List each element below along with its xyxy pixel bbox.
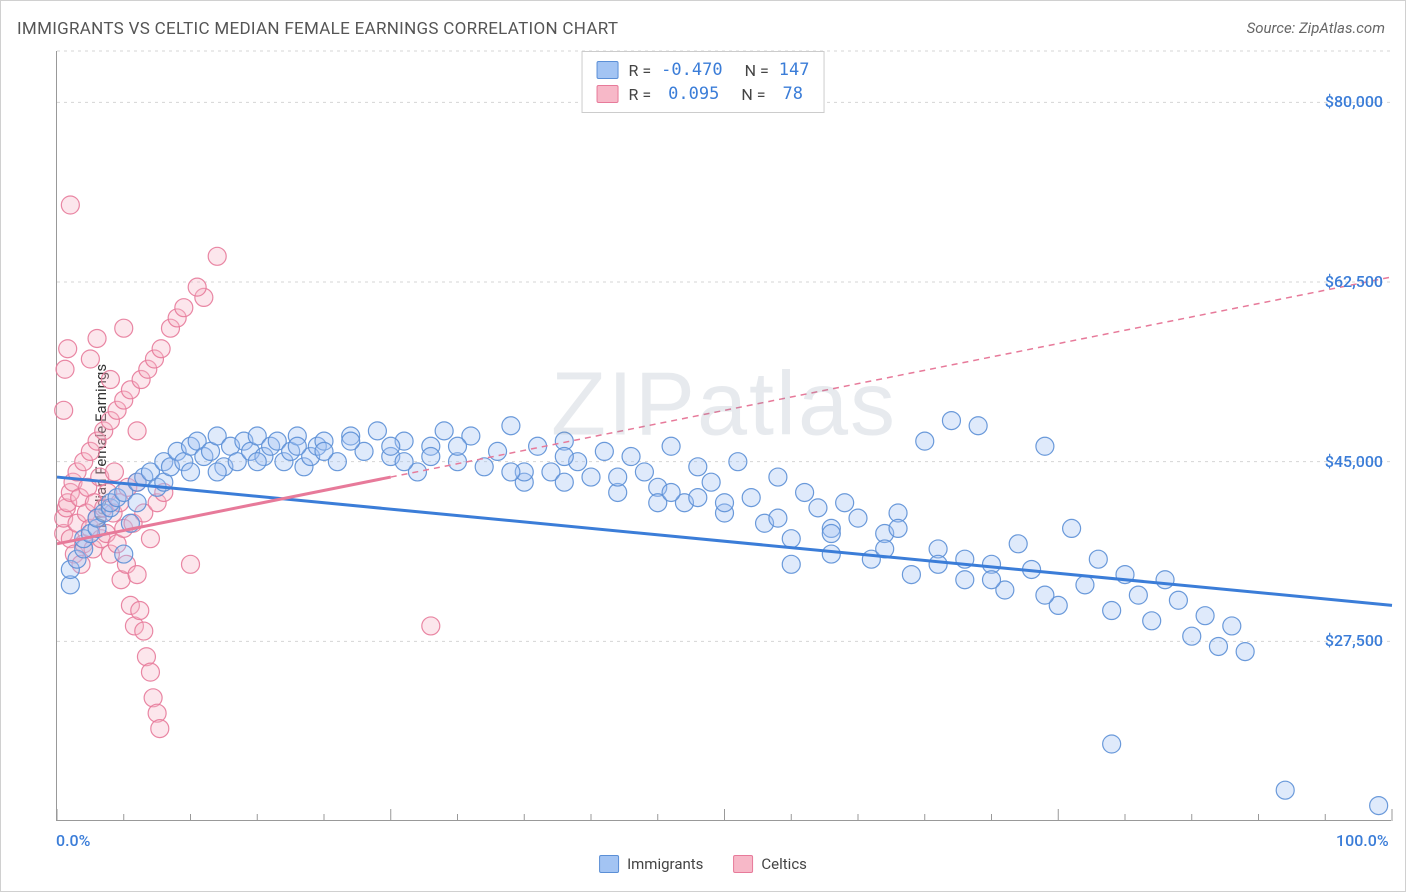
stats-r-label: R = [629, 61, 652, 80]
legend-label-immigrants: Immigrants [627, 855, 703, 873]
x-tick-label: 100.0% [1336, 831, 1389, 850]
legend: Immigrants Celtics [599, 855, 807, 873]
chart-title: IMMIGRANTS VS CELTIC MEDIAN FEMALE EARNI… [17, 19, 618, 39]
stats-row-celtics: R = 0.095 N = 78 [597, 82, 810, 106]
plot-area: ZIPatlas [56, 51, 1391, 821]
y-tick-label: $80,000 [1325, 92, 1383, 111]
stats-n-value-celtics: 78 [776, 84, 803, 104]
legend-item-celtics: Celtics [733, 855, 807, 873]
plot-svg [57, 51, 1392, 821]
stats-n-label: N = [745, 61, 769, 80]
y-tick-label: $62,500 [1325, 272, 1383, 291]
stats-row-immigrants: R = -0.470 N = 147 [597, 58, 810, 82]
legend-swatch-immigrants [599, 855, 619, 873]
stats-swatch-celtics [597, 85, 619, 103]
stats-r-value-immigrants: -0.470 [661, 60, 722, 80]
legend-label-celtics: Celtics [761, 855, 807, 873]
x-tick-label: 0.0% [56, 831, 90, 850]
y-tick-label: $27,500 [1325, 631, 1383, 650]
stats-box: R = -0.470 N = 147 R = 0.095 N = 78 [582, 51, 825, 113]
source-attribution: Source: ZipAtlas.com [1247, 19, 1385, 37]
y-tick-label: $45,000 [1325, 452, 1383, 471]
stats-r-value-celtics: 0.095 [661, 84, 719, 104]
stats-n-label: N = [741, 85, 765, 104]
stats-r-label: R = [629, 85, 652, 104]
legend-swatch-celtics [733, 855, 753, 873]
stats-swatch-immigrants [597, 61, 619, 79]
correlation-chart: IMMIGRANTS VS CELTIC MEDIAN FEMALE EARNI… [0, 0, 1406, 892]
stats-n-value-immigrants: 147 [779, 60, 810, 80]
legend-item-immigrants: Immigrants [599, 855, 703, 873]
